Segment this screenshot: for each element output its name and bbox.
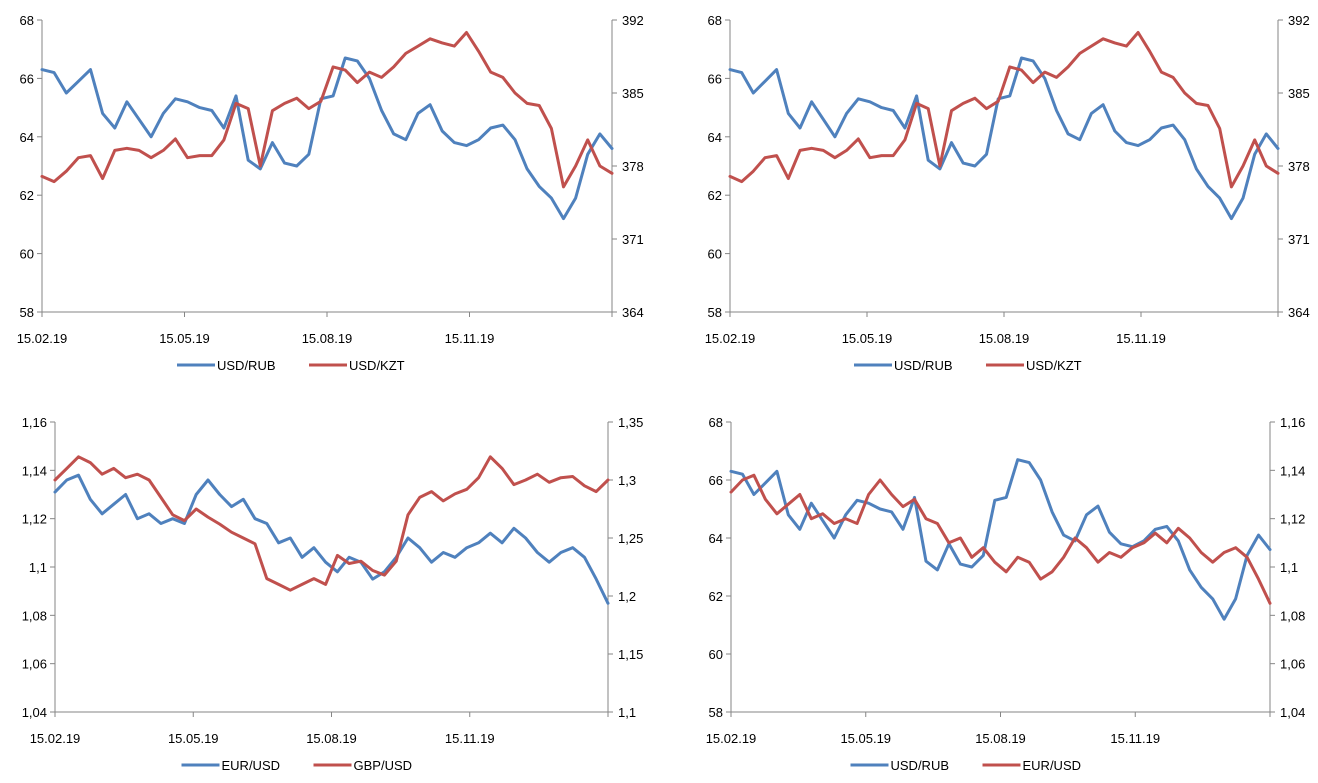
series-line-usd-rub bbox=[40, 56, 614, 221]
right-tick-label: 392 bbox=[1288, 13, 1310, 28]
x-tick-label: 15.02.19 bbox=[706, 731, 757, 746]
legend-label: USD/KZT bbox=[1026, 358, 1082, 373]
left-tick-label: 68 bbox=[709, 415, 723, 430]
right-tick-label: 1,25 bbox=[618, 531, 643, 546]
right-tick-label: 1,1 bbox=[618, 705, 636, 720]
x-tick-label: 15.08.19 bbox=[306, 731, 357, 746]
x-tick-label: 15.08.19 bbox=[979, 331, 1030, 346]
right-tick-label: 392 bbox=[622, 13, 644, 28]
x-tick-label: 15.02.19 bbox=[705, 331, 756, 346]
left-tick-label: 1,16 bbox=[22, 415, 47, 430]
legend: USD/RUB EUR/USD bbox=[850, 758, 1082, 773]
right-tick-label: 371 bbox=[622, 232, 644, 247]
legend: EUR/USD GBP/USD bbox=[181, 758, 413, 773]
x-tick-label: 15.02.19 bbox=[17, 331, 68, 346]
legend-label: GBP/USD bbox=[354, 758, 413, 773]
series-line-usd-rub bbox=[729, 458, 1272, 621]
left-tick-label: 62 bbox=[708, 188, 722, 203]
x-tick-label: 15.05.19 bbox=[842, 331, 893, 346]
legend-label: USD/RUB bbox=[894, 358, 953, 373]
x-tick-label: 15.05.19 bbox=[168, 731, 219, 746]
left-tick-label: 1,12 bbox=[22, 512, 47, 527]
left-tick-label: 58 bbox=[709, 705, 723, 720]
series-line-usd-rub bbox=[728, 56, 1280, 221]
left-tick-label: 64 bbox=[708, 130, 722, 145]
left-tick-label: 64 bbox=[20, 130, 34, 145]
chart-2: 58 60 62 64 66 68 364 371 378 385 392 15.02.19 15.05… bbox=[705, 13, 1310, 373]
right-tick-label: 1,3 bbox=[618, 473, 636, 488]
right-tick-label: 1,04 bbox=[1280, 705, 1305, 720]
right-tick-label: 1,16 bbox=[1280, 415, 1305, 430]
left-tick-label: 58 bbox=[708, 305, 722, 320]
right-tick-label: 1,1 bbox=[1280, 560, 1298, 575]
left-tick-label: 68 bbox=[708, 13, 722, 28]
left-tick-label: 60 bbox=[708, 247, 722, 262]
chart-3: 1,04 1,06 1,08 1,1 1,12 1,14 1,16 1,1 1,15 1,2 1,2… bbox=[22, 415, 644, 773]
x-tick-label: 15.05.19 bbox=[840, 731, 891, 746]
right-tick-label: 1,08 bbox=[1280, 608, 1305, 623]
right-tick-label: 371 bbox=[1288, 232, 1310, 247]
x-tick-label: 15.08.19 bbox=[302, 331, 353, 346]
series-line-eur-usd bbox=[53, 473, 610, 605]
series-line-eur-usd bbox=[729, 473, 1272, 605]
left-tick-label: 60 bbox=[709, 647, 723, 662]
left-tick-label: 62 bbox=[20, 188, 34, 203]
chart-1: 58 60 62 64 66 68 364 371 378 385 392 15.02.19 15.05… bbox=[17, 13, 644, 373]
left-tick-label: 58 bbox=[20, 305, 34, 320]
x-tick-label: 15.11.19 bbox=[1116, 331, 1166, 346]
legend-label: USD/RUB bbox=[217, 358, 276, 373]
right-tick-label: 1,15 bbox=[618, 647, 643, 662]
x-tick-label: 15.11.19 bbox=[1110, 731, 1160, 746]
right-tick-label: 378 bbox=[622, 159, 644, 174]
left-tick-label: 66 bbox=[709, 473, 723, 488]
left-tick-label: 62 bbox=[709, 589, 723, 604]
legend: USD/RUB USD/KZT bbox=[177, 358, 405, 373]
right-tick-label: 1,2 bbox=[618, 589, 636, 604]
x-tick-label: 15.11.19 bbox=[445, 731, 495, 746]
left-tick-label: 60 bbox=[20, 247, 34, 262]
left-tick-label: 1,06 bbox=[22, 657, 47, 672]
x-tick-label: 15.11.19 bbox=[445, 331, 495, 346]
series-line-gbp-usd bbox=[53, 455, 610, 592]
legend-label: USD/KZT bbox=[349, 358, 405, 373]
legend-label: EUR/USD bbox=[222, 758, 281, 773]
legend-label: EUR/USD bbox=[1023, 758, 1082, 773]
right-tick-label: 385 bbox=[1288, 86, 1310, 101]
chart-4: 58 60 62 64 66 68 1,04 1,06 1,08 1,1 1,12 1,14 1,16 1… bbox=[706, 415, 1306, 773]
left-tick-label: 66 bbox=[708, 71, 722, 86]
right-tick-label: 1,14 bbox=[1280, 463, 1305, 478]
series-line-usd-kzt bbox=[728, 31, 1280, 189]
x-tick-label: 15.05.19 bbox=[159, 331, 210, 346]
legend: USD/RUB USD/KZT bbox=[854, 358, 1082, 373]
left-tick-label: 68 bbox=[20, 13, 34, 28]
right-tick-label: 385 bbox=[622, 86, 644, 101]
left-tick-label: 64 bbox=[709, 531, 723, 546]
x-tick-label: 15.08.19 bbox=[975, 731, 1026, 746]
left-tick-label: 1,1 bbox=[29, 560, 47, 575]
left-tick-label: 1,14 bbox=[22, 463, 47, 478]
right-tick-label: 1,06 bbox=[1280, 657, 1305, 672]
x-tick-label: 15.02.19 bbox=[30, 731, 81, 746]
left-tick-label: 66 bbox=[20, 71, 34, 86]
left-tick-label: 1,08 bbox=[22, 608, 47, 623]
right-tick-label: 1,35 bbox=[618, 415, 643, 430]
right-tick-label: 1,12 bbox=[1280, 512, 1305, 527]
series-line-usd-kzt bbox=[40, 31, 614, 189]
right-tick-label: 364 bbox=[622, 305, 644, 320]
legend-label: USD/RUB bbox=[891, 758, 950, 773]
right-tick-label: 364 bbox=[1288, 305, 1310, 320]
right-tick-label: 378 bbox=[1288, 159, 1310, 174]
left-tick-label: 1,04 bbox=[22, 705, 47, 720]
